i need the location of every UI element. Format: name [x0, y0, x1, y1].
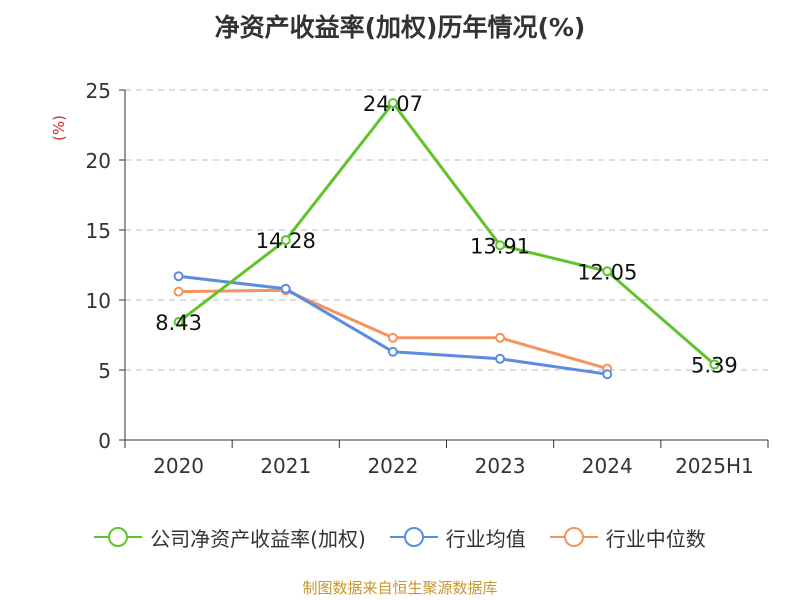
- legend-item-industry-median[interactable]: 行业中位数: [549, 523, 706, 552]
- axis-layer: 0 5 10 15 20 25 2020 2021 2022 2023 2024 2025H1: [86, 79, 769, 478]
- legend-line-marker-icon: [389, 527, 438, 547]
- data-point: [173, 316, 184, 327]
- data-point: [602, 266, 613, 277]
- legend-line-marker-icon: [549, 527, 598, 547]
- data-point: [602, 369, 613, 380]
- source-note: 制图数据来自恒生聚源数据库: [302, 579, 498, 597]
- data-label: 14.28: [256, 229, 316, 253]
- grid-layer: [125, 89, 768, 371]
- data-point: [495, 353, 506, 364]
- data-label: 8.43: [155, 311, 202, 335]
- legend-label-company: 公司净资产收益率(加权): [150, 526, 366, 551]
- y-tick-label: 5: [98, 359, 111, 383]
- y-tick-label: 10: [86, 289, 111, 313]
- data-point: [173, 271, 184, 282]
- x-tick-label: 2020: [153, 454, 204, 478]
- y-axis-label: (%): [50, 115, 68, 141]
- legend-item-company[interactable]: 公司净资产收益率(加权): [94, 523, 366, 552]
- data-point: [495, 332, 506, 343]
- legend-label-industry-mean: 行业均值: [445, 526, 526, 551]
- data-label: 5.39: [691, 354, 738, 378]
- series-line: [178, 288, 608, 371]
- chart-title: 净资产收益率(加权)历年情况(%): [214, 13, 586, 42]
- x-tick-label: 2023: [475, 454, 526, 478]
- data-label: 12.05: [577, 260, 637, 284]
- data-point: [709, 359, 720, 370]
- legend-line-marker-icon: [94, 527, 143, 547]
- y-tick-label: 0: [98, 429, 111, 453]
- x-tick-label: 2021: [260, 454, 311, 478]
- series-line: [177, 101, 716, 366]
- legend: 公司净资产收益率(加权) 行业均值 行业中位数: [0, 520, 800, 554]
- data-point: [173, 286, 184, 297]
- data-point: [387, 332, 398, 343]
- x-tick-label: 2025H1: [675, 454, 754, 478]
- series-layer: [173, 98, 720, 380]
- x-tick-label: 2024: [582, 454, 633, 478]
- data-label-layer: 8.43 14.28 24.07 13.91 12.05 5.39: [155, 92, 738, 378]
- data-point: [387, 346, 398, 357]
- data-point: [280, 235, 291, 246]
- data-label: 24.07: [363, 92, 423, 116]
- y-tick-label: 25: [86, 79, 111, 103]
- data-point: [280, 283, 291, 294]
- y-tick-label: 20: [86, 149, 111, 173]
- legend-label-industry-median: 行业中位数: [605, 526, 706, 551]
- legend-item-industry-mean[interactable]: 行业均值: [389, 523, 526, 552]
- y-tick-label: 15: [86, 219, 111, 243]
- data-point: [387, 98, 398, 109]
- data-label: 13.91: [470, 234, 530, 258]
- data-point: [495, 240, 506, 251]
- x-tick-label: 2022: [367, 454, 418, 478]
